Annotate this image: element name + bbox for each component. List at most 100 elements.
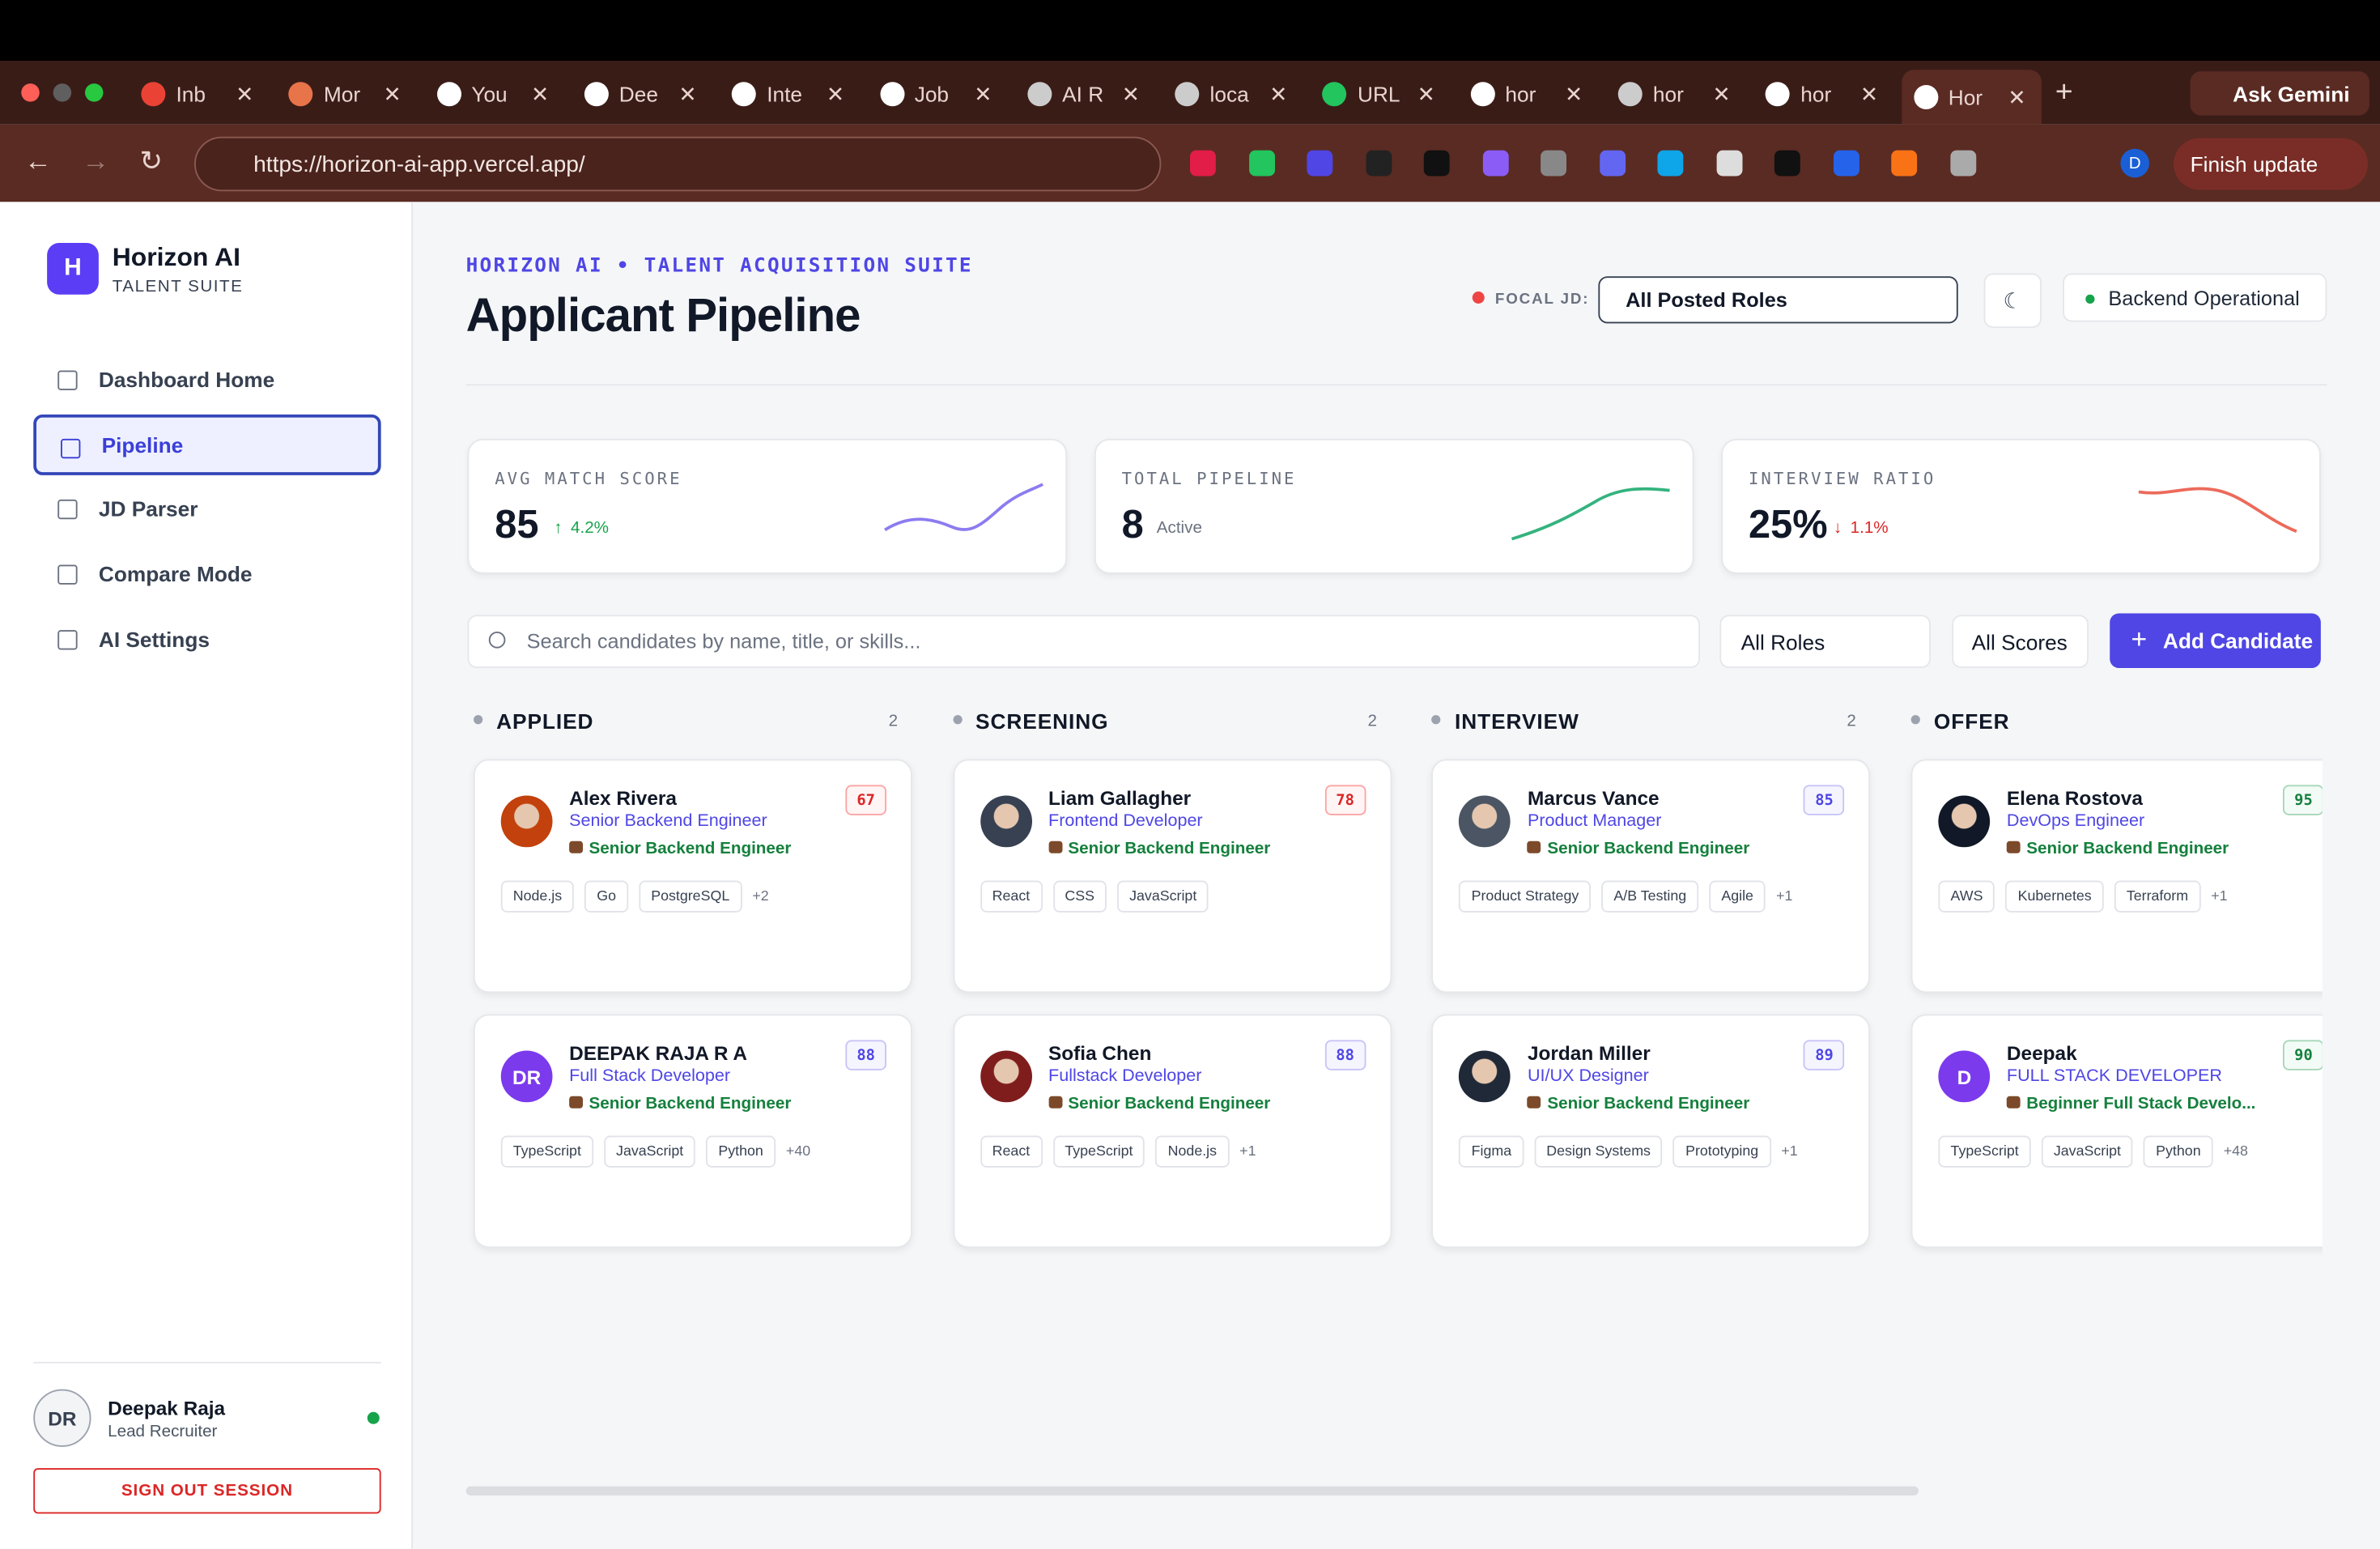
extension[interactable]	[1774, 150, 1800, 177]
skill-chip: CSS	[1052, 880, 1107, 913]
extension[interactable]	[1891, 150, 1918, 177]
favicon	[732, 82, 757, 107]
candidate-card[interactable]: D Deepak FULL STACK DEVELOPER Beginner Full…	[1910, 1014, 2323, 1249]
close-window[interactable]	[21, 83, 40, 102]
tab[interactable]: Dee ✕	[572, 71, 712, 117]
close-tab[interactable]: ✕	[974, 81, 992, 106]
tab[interactable]: Mor ✕	[277, 71, 417, 117]
new-tab[interactable]: +	[2055, 75, 2073, 109]
tab-title: Mor	[323, 82, 361, 107]
zoom-window[interactable]	[85, 83, 104, 102]
back[interactable]: ←	[24, 146, 52, 177]
focal-select[interactable]: All Posted Roles	[1598, 276, 1958, 324]
tab[interactable]: AI R ✕	[1015, 71, 1155, 117]
tab[interactable]: hor ✕	[1458, 71, 1598, 117]
close-tab[interactable]: ✕	[1121, 81, 1140, 106]
eyebrow: HORIZON AI • TALENT ACQUISITION SUITE	[465, 255, 973, 279]
close-tab[interactable]: ✕	[2008, 84, 2026, 109]
candidate-card[interactable]: Elena Rostova DevOps Engineer Senior Backe…	[1910, 759, 2323, 994]
close-tab[interactable]: ✕	[1859, 81, 1878, 106]
tab[interactable]: URL ✕	[1311, 71, 1451, 117]
extension[interactable]	[1541, 150, 1566, 177]
role-filter[interactable]: All Roles	[1719, 615, 1931, 668]
candidate-name: Deepak	[2006, 1041, 2077, 1065]
sign-out[interactable]: SIGN OUT SESSION	[33, 1468, 381, 1514]
close-tab[interactable]: ✕	[1417, 81, 1435, 106]
scrollbar[interactable]	[465, 1486, 1919, 1496]
extension[interactable]	[1599, 150, 1626, 177]
extension[interactable]	[1715, 150, 1742, 177]
candidate-title: FULL STACK DEVELOPER	[2006, 1067, 2222, 1086]
column-bullet	[1910, 715, 1921, 725]
candidate-card[interactable]: Liam Gallagher Frontend Developer Senior B…	[952, 759, 1392, 994]
tab-title: Inte	[767, 82, 803, 107]
page-title: Applicant Pipeline	[465, 288, 861, 342]
reload[interactable]: ↻	[139, 146, 163, 177]
nav-item[interactable]: AI Settings	[33, 608, 380, 669]
tab[interactable]: You ✕	[424, 71, 564, 117]
skill-chip: Go	[584, 880, 629, 913]
address-bar[interactable]: https://horizon-ai-app.vercel.app/	[194, 136, 1162, 192]
candidate-card[interactable]: Jordan Miller UI/UX Designer Senior Backen…	[1431, 1014, 1871, 1249]
extension[interactable]	[1657, 150, 1684, 177]
candidate-card[interactable]: DR DEEPAK RAJA R A Full Stack Developer Sen…	[474, 1014, 912, 1249]
tab-title: Inb	[176, 82, 206, 107]
tab[interactable]: Hor ✕	[1901, 70, 2042, 125]
skills: Node.js Go PostgreSQL +2	[500, 880, 769, 913]
column-title: OFFER	[1933, 709, 2010, 734]
extension[interactable]	[1365, 150, 1392, 177]
add-candidate[interactable]: Add Candidate	[2110, 613, 2321, 668]
skills: AWS Kubernetes Terraform +1	[1938, 880, 2228, 913]
skills: React CSS JavaScript	[980, 880, 1209, 913]
extension[interactable]	[1423, 150, 1450, 177]
close-tab[interactable]: ✕	[383, 81, 402, 106]
match-score: 88	[845, 1040, 886, 1070]
extension[interactable]	[1833, 150, 1859, 177]
brand-sub: TALENT SUITE	[112, 278, 244, 296]
close-tab[interactable]: ✕	[236, 81, 254, 106]
nav-item[interactable]: Dashboard Home	[33, 349, 380, 410]
search[interactable]: Search candidates by name, title, or ski…	[467, 615, 1700, 668]
stat-delta: 4.2%	[571, 519, 610, 538]
candidate-name: Jordan Miller	[1527, 1041, 1651, 1065]
tab[interactable]: Job ✕	[868, 71, 1008, 117]
extension[interactable]	[1307, 150, 1333, 177]
tab[interactable]: hor ✕	[1606, 71, 1746, 117]
close-tab[interactable]: ✕	[1712, 81, 1731, 106]
skill-chip: Design Systems	[1534, 1135, 1663, 1168]
profile[interactable]: D	[2120, 148, 2149, 178]
nav-item[interactable]: JD Parser	[33, 479, 380, 539]
skill-chip: Figma	[1459, 1135, 1524, 1168]
close-tab[interactable]: ✕	[530, 81, 549, 106]
ask-gemini[interactable]: Ask Gemini	[2190, 71, 2369, 116]
board: APPLIED 2 Alex Rivera Senior Backend Engine…	[413, 202, 2323, 1548]
extension[interactable]	[1248, 150, 1275, 177]
nav-item[interactable]: Compare Mode	[33, 543, 380, 604]
candidate-card[interactable]: Marcus Vance Product Manager Senior Backen…	[1431, 759, 1871, 994]
extension[interactable]	[1949, 150, 1976, 177]
tab[interactable]: loca ✕	[1162, 71, 1303, 117]
tab[interactable]: Inb ✕	[129, 71, 269, 117]
close-tab[interactable]: ✕	[826, 81, 844, 106]
close-tab[interactable]: ✕	[1269, 81, 1288, 106]
tab[interactable]: Inte ✕	[720, 71, 860, 117]
skills: Product Strategy A/B Testing Agile +1	[1459, 880, 1792, 913]
candidate-card[interactable]: Alex Rivera Senior Backend Engineer Senior…	[474, 759, 912, 994]
sidebar: H Horizon AI TALENT SUITE DR Deepak Raja…	[0, 202, 413, 1549]
theme-toggle[interactable]: ☾	[1983, 273, 2042, 328]
forward[interactable]: →	[82, 146, 109, 177]
candidate-card[interactable]: Sofia Chen Fullstack Developer Senior Back…	[952, 1014, 1392, 1249]
nav-item[interactable]: Pipeline	[33, 414, 381, 475]
finish-update[interactable]: Finish update	[2174, 138, 2368, 190]
close-tab[interactable]: ✕	[1565, 81, 1583, 106]
close-tab[interactable]: ✕	[678, 81, 697, 106]
score-filter[interactable]: All Scores	[1952, 615, 2089, 668]
tab[interactable]: hor ✕	[1753, 71, 1893, 117]
column-title: SCREENING	[975, 709, 1109, 734]
stat-value: 85	[495, 500, 539, 547]
extension[interactable]	[1190, 150, 1216, 177]
extension[interactable]	[1481, 150, 1508, 177]
minimize-window[interactable]	[53, 83, 72, 102]
candidate-name: Marcus Vance	[1527, 786, 1660, 810]
